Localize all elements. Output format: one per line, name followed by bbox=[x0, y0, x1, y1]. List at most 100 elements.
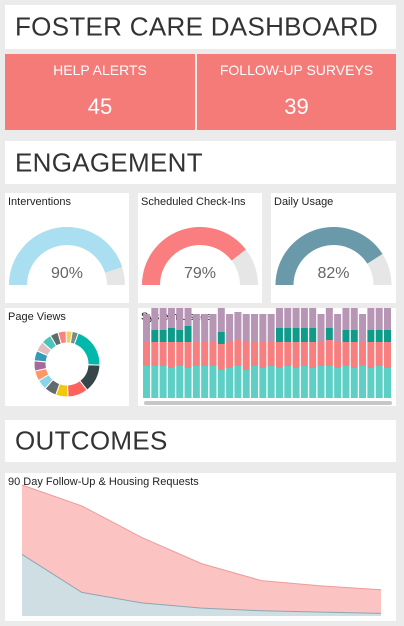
usage-bar-segment bbox=[159, 308, 167, 330]
usage-bar-segment bbox=[267, 342, 275, 366]
usage-bar-segment bbox=[159, 330, 167, 342]
usage-bar-segment bbox=[359, 314, 367, 342]
usage-bar-segment bbox=[217, 308, 225, 332]
usage-bar-segment bbox=[167, 368, 175, 398]
usage-bar-segment bbox=[201, 366, 209, 398]
usage-bar-segment bbox=[350, 308, 358, 330]
usage-bar-segment bbox=[192, 314, 200, 342]
usage-bar-segment bbox=[151, 366, 159, 398]
usage-bar-segment bbox=[300, 342, 308, 366]
usage-bar-segment bbox=[275, 328, 283, 342]
daily-usage-percent: 82% bbox=[317, 265, 350, 282]
usage-bar-segment bbox=[242, 370, 250, 398]
usage-bar-segment bbox=[334, 342, 342, 368]
usage-bar-segment bbox=[167, 342, 175, 368]
usage-bar-segment bbox=[325, 366, 333, 398]
follow-up-housing-tile[interactable]: 90 Day Follow-Up & Housing Requests bbox=[5, 473, 396, 621]
usage-bar-segment bbox=[375, 342, 383, 366]
usage-bar-segment bbox=[159, 342, 167, 366]
usage-bar-segment bbox=[259, 368, 267, 398]
scheduled-check-ins-title: Scheduled Check-Ins bbox=[141, 196, 246, 208]
usage-bar-segment bbox=[209, 314, 217, 342]
usage-bar-segment bbox=[151, 308, 159, 330]
usage-bar-segment bbox=[151, 342, 159, 366]
follow-up-surveys-label: FOLLOW-UP SURVEYS bbox=[219, 62, 374, 78]
usage-bar-segment bbox=[242, 314, 250, 342]
usage-bar-segment bbox=[251, 366, 259, 398]
usage-bar-segment bbox=[226, 342, 234, 368]
usage-bar-segment bbox=[217, 344, 225, 370]
usage-bar-segment bbox=[300, 308, 308, 328]
usage-bar-segment bbox=[367, 342, 375, 368]
usage-bar-segment bbox=[317, 314, 325, 342]
usage-bar-segment bbox=[300, 366, 308, 398]
usage-bar-segment bbox=[309, 328, 317, 342]
usage-bar-segment bbox=[209, 366, 217, 398]
usage-bar-segment bbox=[176, 366, 184, 398]
engagement-heading: ENGAGEMENT bbox=[15, 147, 203, 177]
usage-bar-segment bbox=[259, 314, 267, 342]
usage-bar-segment bbox=[342, 366, 350, 398]
donut-slice bbox=[69, 330, 79, 345]
usage-bar-segment bbox=[342, 308, 350, 330]
usage-bar-segment bbox=[384, 330, 391, 342]
system-usage-scrollbar[interactable] bbox=[144, 401, 392, 405]
usage-bar-segment bbox=[334, 368, 342, 398]
usage-bar-segment bbox=[234, 366, 242, 398]
usage-bar-segment bbox=[259, 342, 267, 368]
usage-bar-segment bbox=[342, 342, 350, 366]
usage-bar-segment bbox=[167, 328, 175, 342]
gauge-value-arc bbox=[142, 227, 246, 285]
scheduled-check-ins-gauge-tile[interactable]: Scheduled Check-Ins 79% bbox=[138, 193, 262, 303]
page-views-donut-chart bbox=[33, 330, 101, 398]
usage-bar-segment bbox=[325, 308, 333, 328]
usage-bar-segment bbox=[359, 342, 367, 366]
usage-bar-segment bbox=[192, 366, 200, 398]
usage-bar-segment bbox=[384, 308, 391, 330]
system-usage-chart bbox=[143, 308, 391, 398]
usage-bar-segment bbox=[217, 370, 225, 398]
dashboard-title: FOSTER CARE DASHBOARD bbox=[15, 11, 379, 42]
usage-bar-segment bbox=[284, 342, 292, 366]
usage-bar-segment bbox=[267, 314, 275, 342]
usage-bar-segment bbox=[325, 340, 333, 366]
interventions-gauge-tile[interactable]: Interventions 90% bbox=[5, 193, 129, 303]
area-series-line bbox=[21, 554, 382, 614]
usage-bar-segment bbox=[317, 366, 325, 398]
daily-usage-gauge-tile[interactable]: Daily Usage 82% bbox=[271, 193, 396, 303]
usage-bar-segment bbox=[226, 314, 234, 342]
usage-bar-segment bbox=[309, 342, 317, 368]
usage-bar-segment bbox=[292, 328, 300, 342]
usage-bar-segment bbox=[143, 342, 150, 366]
usage-bar-segment bbox=[292, 308, 300, 328]
usage-bar-segment bbox=[317, 342, 325, 366]
daily-usage-gauge bbox=[275, 227, 392, 285]
page-views-tile[interactable]: Page Views bbox=[5, 308, 129, 406]
page-views-title: Page Views bbox=[8, 311, 66, 323]
interventions-percent: 90% bbox=[50, 265, 84, 282]
usage-bar-segment bbox=[184, 342, 192, 368]
usage-bar-segment bbox=[217, 332, 225, 344]
usage-bar-segment bbox=[176, 342, 184, 366]
usage-bar-segment bbox=[292, 368, 300, 398]
usage-bar-segment bbox=[267, 366, 275, 398]
usage-bar-segment bbox=[309, 308, 317, 328]
usage-bar-segment bbox=[350, 342, 358, 368]
scheduled-check-ins-gauge bbox=[142, 227, 258, 285]
usage-bar-segment bbox=[309, 368, 317, 398]
usage-bar-segment bbox=[384, 342, 391, 368]
usage-bar-segment bbox=[375, 366, 383, 398]
usage-bar-segment bbox=[284, 366, 292, 398]
outcomes-section-tile: OUTCOMES bbox=[5, 420, 396, 462]
follow-up-surveys-card[interactable]: FOLLOW-UP SURVEYS 39 bbox=[197, 54, 396, 130]
usage-bar-segment bbox=[342, 330, 350, 342]
system-usage-tile[interactable]: System Usage bbox=[138, 308, 396, 406]
usage-bar-segment bbox=[350, 368, 358, 398]
help-alerts-card[interactable]: HELP ALERTS 45 bbox=[5, 54, 195, 130]
interventions-gauge bbox=[9, 227, 125, 285]
usage-bar-segment bbox=[226, 368, 234, 398]
area-series-line bbox=[21, 484, 382, 591]
follow-up-housing-title: 90 Day Follow-Up & Housing Requests bbox=[8, 476, 199, 488]
usage-bar-segment bbox=[184, 368, 192, 398]
dashboard-title-tile: FOSTER CARE DASHBOARD bbox=[5, 5, 396, 49]
